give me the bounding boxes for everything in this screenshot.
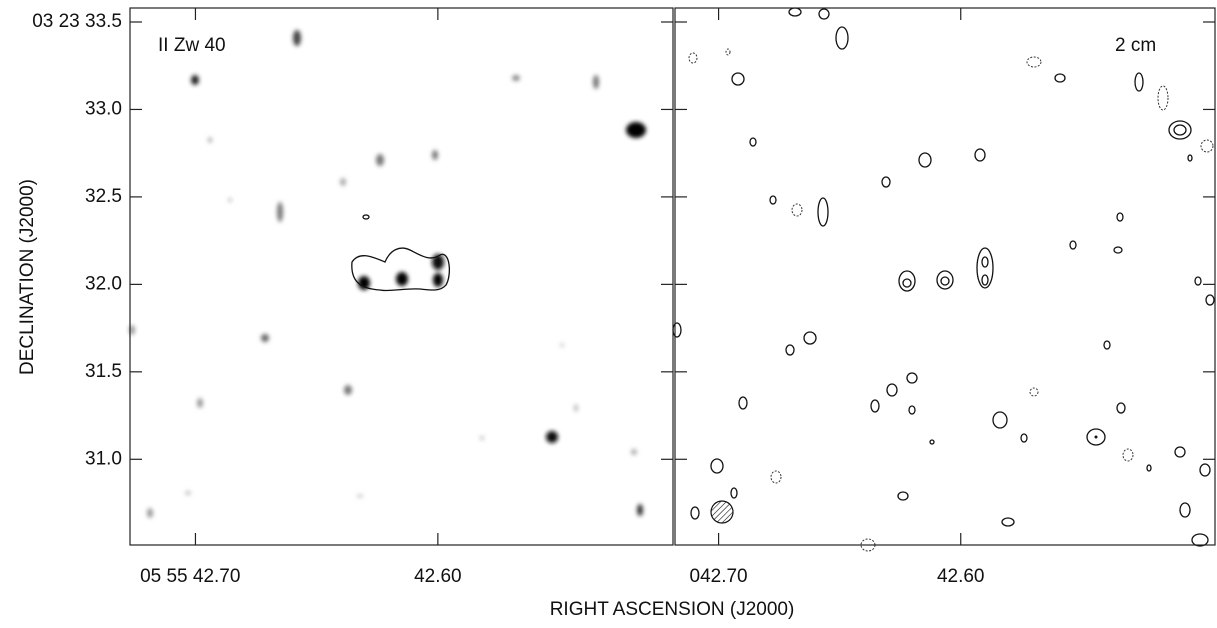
x-tick-label: 42.60: [937, 566, 985, 587]
x-tick-label: 05 55 42.70: [140, 566, 240, 587]
panel-frame: [129, 7, 674, 546]
y-tick-label: 31.0: [85, 448, 122, 469]
panel-label: II Zw 40: [158, 35, 226, 56]
y-tick-label: 03 23 33.5: [32, 11, 122, 32]
x-tick-label: 42.60: [414, 566, 462, 587]
contour-map: [672, 7, 1215, 552]
panel-label: 2 cm: [1115, 35, 1156, 56]
gray-image: [129, 30, 646, 518]
x-tick-label: 042.70: [690, 566, 748, 587]
contour: [351, 247, 451, 292]
beam: [710, 500, 734, 524]
contour: [362, 214, 370, 220]
y-tick-label: 32.0: [85, 273, 122, 294]
y-tick-label: 33.0: [85, 98, 122, 119]
panel-frame: [674, 7, 1216, 546]
y-tick-label: 31.5: [85, 361, 122, 382]
x-axis-label: RIGHT ASCENSION (J2000): [550, 599, 795, 620]
y-tick-label: 32.5: [85, 186, 122, 207]
y-axis-label: DECLINATION (J2000): [17, 179, 38, 375]
